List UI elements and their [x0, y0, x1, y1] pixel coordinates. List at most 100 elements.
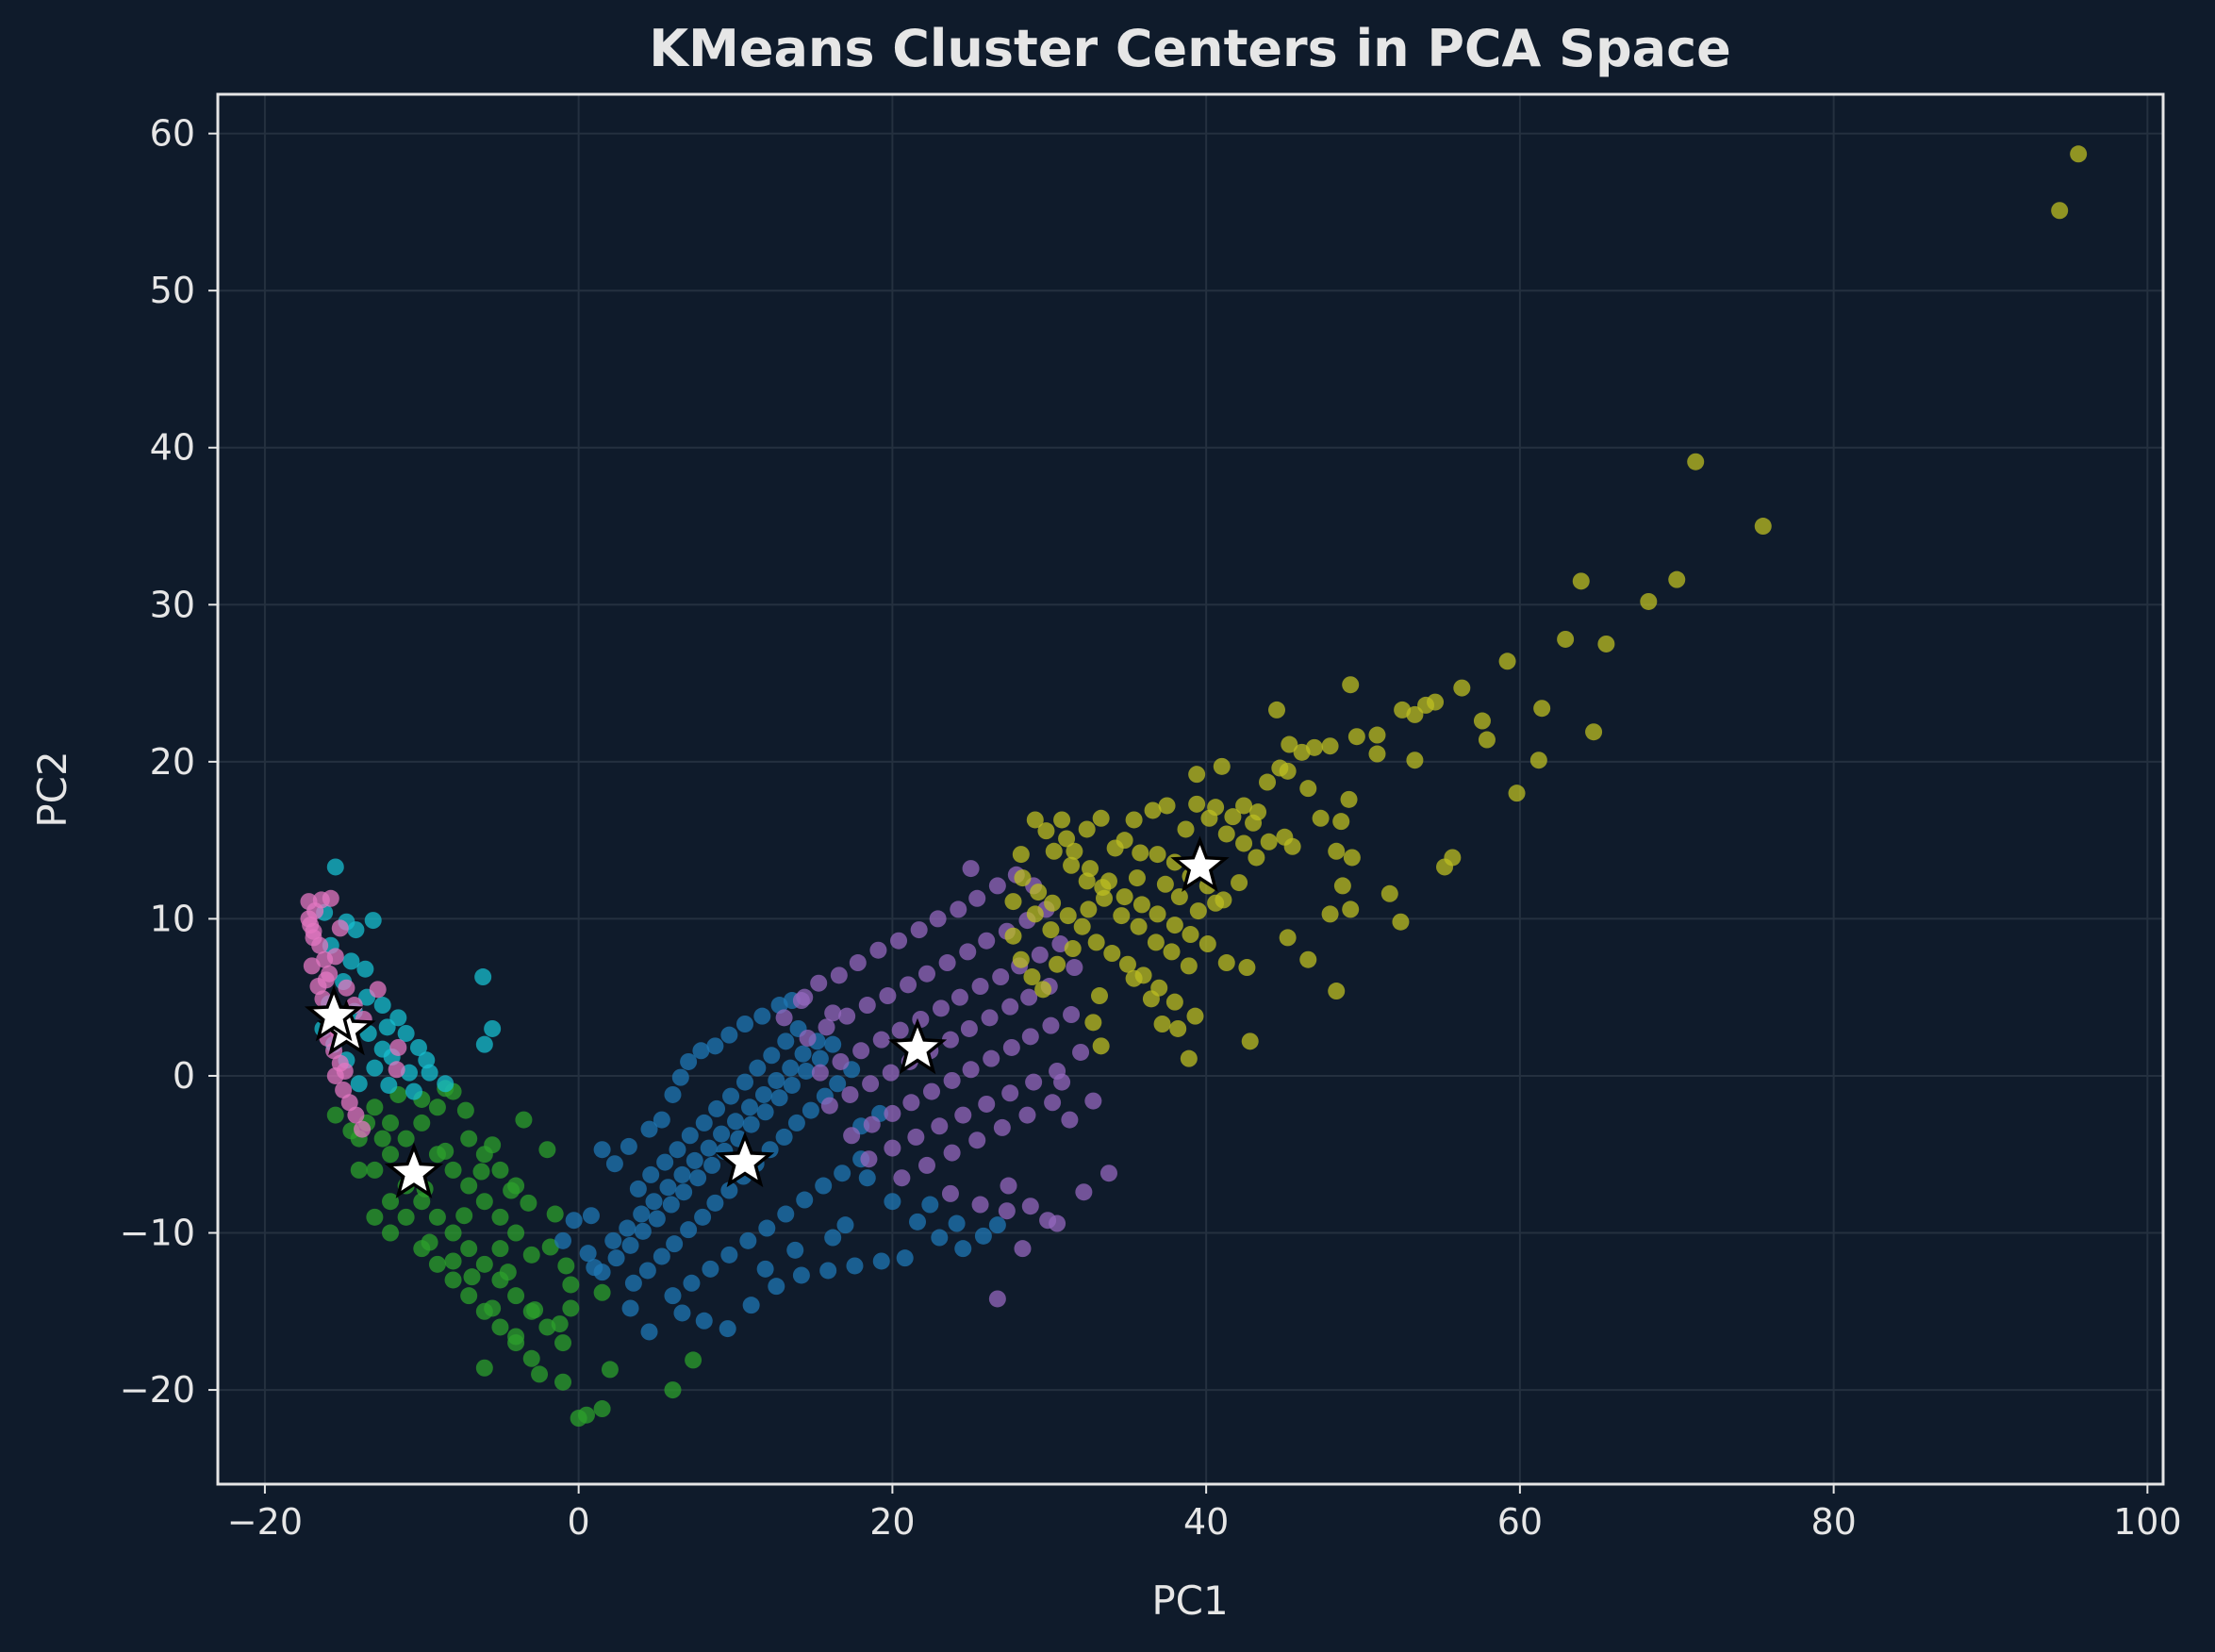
scatter-point: [931, 1230, 948, 1247]
scatter-point: [630, 1181, 647, 1198]
scatter-point: [356, 961, 373, 978]
scatter-point: [1149, 905, 1166, 922]
scatter-point: [1328, 983, 1345, 999]
scatter-point: [864, 1116, 881, 1133]
scatter-point: [1406, 752, 1423, 768]
scatter-point: [749, 1060, 766, 1077]
scatter-point: [736, 1074, 753, 1091]
scatter-point: [327, 948, 344, 965]
scatter-point: [683, 1275, 700, 1292]
scatter-point: [972, 1197, 989, 1214]
scatter-point: [909, 1214, 926, 1231]
scatter-point: [1533, 700, 1550, 717]
scatter-point: [944, 1145, 961, 1162]
scatter-point: [606, 1155, 623, 1172]
scatter-point: [520, 1195, 537, 1212]
scatter-point: [777, 1206, 794, 1223]
scatter-point: [337, 1063, 354, 1080]
scatter-point: [484, 1299, 501, 1316]
scatter-point: [1046, 843, 1063, 860]
scatter-point: [1313, 810, 1330, 827]
scatter-point: [793, 992, 810, 1009]
scatter-point: [702, 1261, 719, 1278]
scatter-point: [786, 1242, 803, 1259]
scatter-point: [682, 1127, 699, 1144]
scatter-point: [653, 1247, 670, 1264]
scatter-point: [445, 1162, 462, 1179]
scatter-point: [594, 1141, 611, 1158]
scatter-point: [583, 1207, 600, 1224]
y-tick-label: 60: [150, 113, 195, 155]
scatter-point: [1133, 896, 1150, 913]
scatter-point: [989, 1290, 1006, 1307]
scatter-point: [1406, 706, 1423, 723]
scatter-point: [879, 987, 896, 1004]
chart-title: KMeans Cluster Centers in PCA Space: [649, 19, 1731, 78]
scatter-point: [1079, 820, 1096, 837]
scatter-point: [1436, 858, 1453, 875]
scatter-point: [1453, 680, 1470, 697]
scatter-point: [1218, 954, 1235, 971]
scatter-point: [1018, 1107, 1035, 1124]
scatter-point: [771, 1089, 788, 1106]
scatter-point: [1107, 839, 1124, 856]
scatter-point: [902, 1094, 919, 1111]
scatter-point: [1306, 739, 1323, 756]
scatter-point: [382, 1225, 399, 1242]
scatter-point: [1094, 879, 1111, 896]
scatter-point: [437, 1143, 454, 1160]
scatter-point: [954, 1240, 971, 1257]
scatter-point: [1182, 926, 1199, 943]
x-tick-label: 40: [1183, 1501, 1229, 1543]
scatter-point: [332, 919, 349, 936]
scatter-point: [1053, 1074, 1070, 1091]
scatter-point: [824, 1036, 841, 1053]
scatter-point: [1061, 1112, 1078, 1129]
y-tick-label: 50: [150, 270, 195, 311]
scatter-point: [327, 858, 344, 875]
scatter-point: [366, 1209, 383, 1226]
scatter-point: [963, 1061, 980, 1078]
scatter-point: [972, 978, 989, 995]
scatter-point: [380, 1077, 397, 1094]
scatter-point: [838, 1008, 855, 1025]
scatter-point: [1332, 813, 1349, 830]
scatter-point: [1100, 1165, 1117, 1181]
scatter-point: [1157, 876, 1174, 893]
y-axis-label: PC2: [29, 751, 75, 827]
scatter-point: [722, 1088, 739, 1105]
scatter-point: [1049, 1215, 1066, 1232]
scatter-point: [1199, 935, 1216, 952]
scatter-point: [1474, 713, 1491, 730]
scatter-point: [422, 1234, 438, 1251]
scatter-point: [1640, 593, 1657, 610]
scatter-point: [1245, 815, 1262, 832]
scatter-point: [1342, 900, 1359, 917]
scatter-point: [318, 971, 335, 988]
scatter-point: [689, 1169, 706, 1186]
scatter-point: [1060, 907, 1077, 924]
scatter-point: [836, 1216, 853, 1233]
scatter-point: [1001, 999, 1018, 1016]
scatter-point: [552, 1315, 569, 1332]
scatter-point: [622, 1299, 639, 1316]
scatter-point: [366, 1099, 383, 1115]
scatter-point: [961, 1020, 978, 1037]
scatter-point: [566, 1212, 583, 1229]
scatter-point: [608, 1249, 625, 1266]
scatter-point: [460, 1178, 477, 1195]
scatter-point: [302, 917, 319, 933]
scatter-point: [1065, 940, 1082, 957]
scatter-point: [741, 1099, 758, 1115]
scatter-point: [800, 1030, 817, 1047]
scatter-point: [1013, 846, 1030, 863]
scatter-point: [1022, 1198, 1039, 1214]
scatter-point: [1242, 1032, 1259, 1049]
scatter-point: [1427, 694, 1444, 711]
scatter-point: [923, 1083, 940, 1100]
scatter-point: [860, 1150, 877, 1167]
scatter-point: [873, 1032, 890, 1049]
scatter-point: [1113, 907, 1130, 924]
scatter-point: [1148, 933, 1165, 950]
